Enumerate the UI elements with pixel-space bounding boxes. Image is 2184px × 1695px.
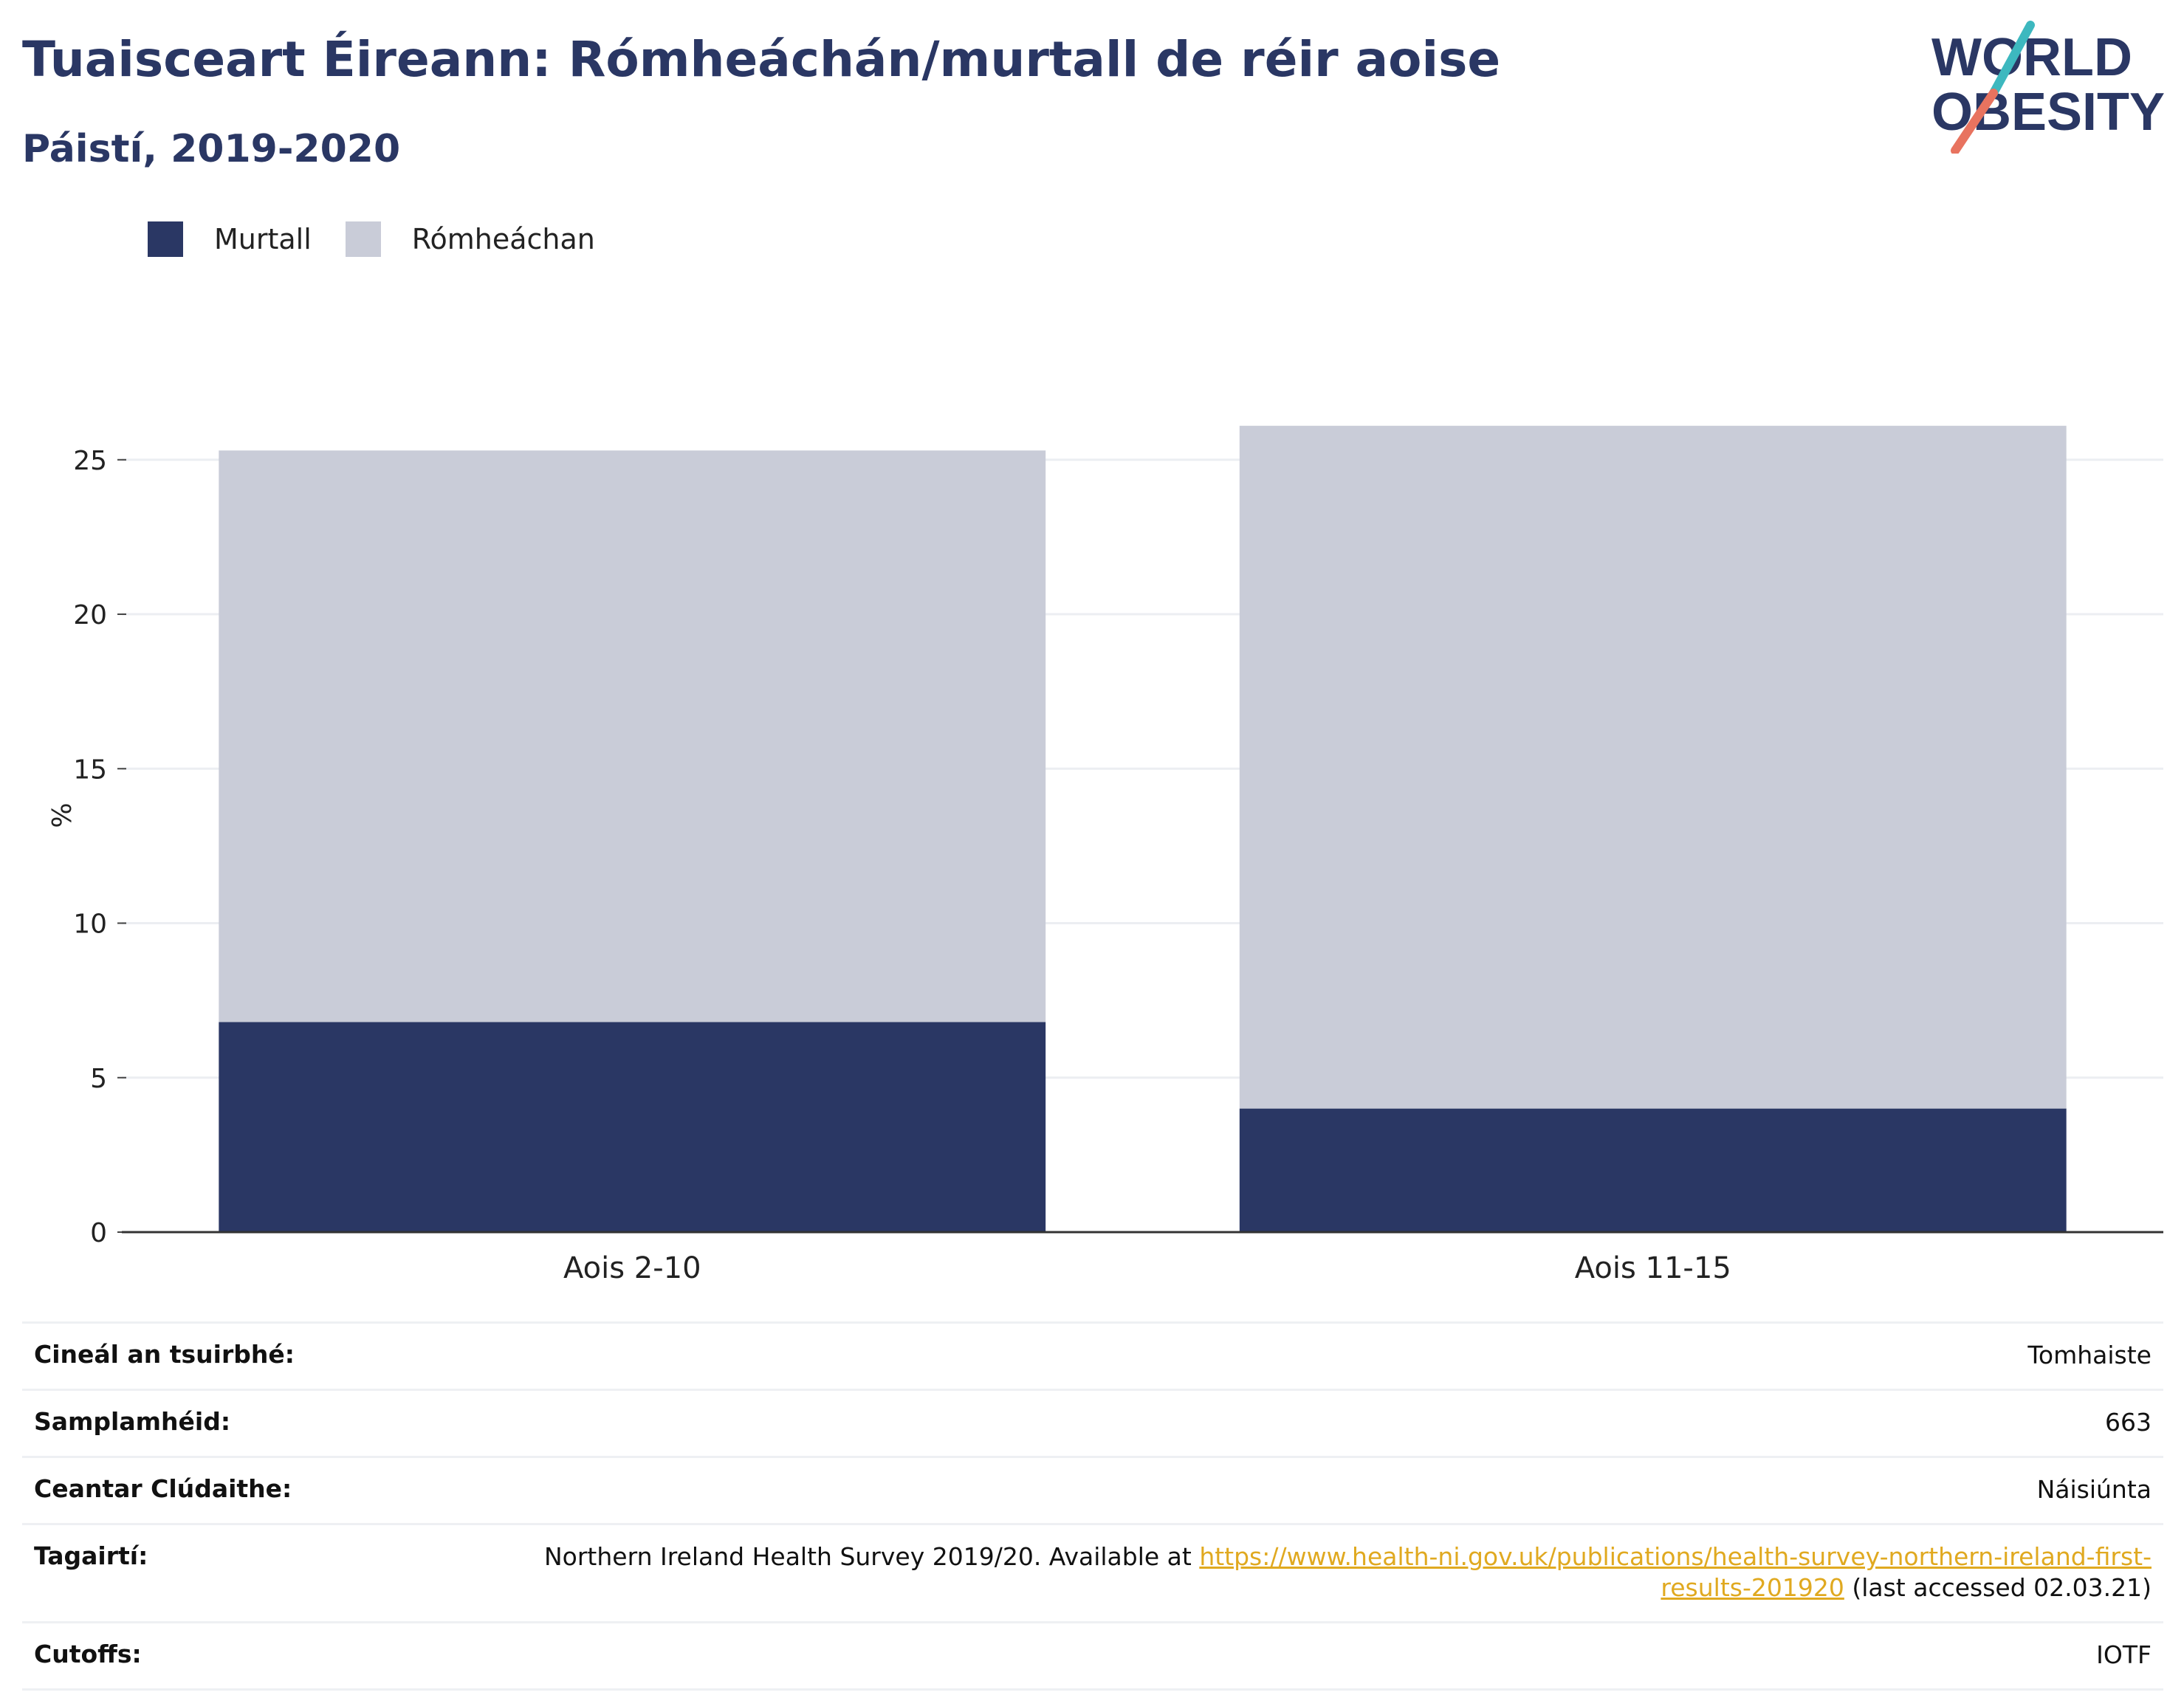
chart-title: Tuaisceart Éireann: Rómheáchán/murtall d… <box>22 31 1501 88</box>
info-value: 663 <box>2105 1408 2152 1437</box>
stacked-bar-chart: 0 5 10 15 20 25% Aois 2-10 Aois 11-15 <box>45 425 2163 1285</box>
legend: Murtall Rómheáchan <box>148 221 629 257</box>
info-label: Samplamhéid: <box>34 1407 231 1436</box>
bar-romheachan <box>1239 425 2067 1109</box>
info-row-cutoffs: Cutoffs: IOTF <box>22 1623 2163 1691</box>
y-tick-label: 25 <box>73 446 107 476</box>
info-value: Náisiúnta <box>2036 1475 2152 1504</box>
y-tick-label: 15 <box>73 754 107 785</box>
y-axis-label: % <box>45 802 75 828</box>
y-tick-label: 0 <box>90 1218 107 1248</box>
y-tick-label: 20 <box>73 600 107 630</box>
survey-info-table: Cineál an tsuirbhé: Tomhaiste Samplamhéi… <box>22 1321 2163 1691</box>
info-row-references: Tagairtí: Northern Ireland Health Survey… <box>22 1525 2163 1623</box>
info-label: Ceantar Clúdaithe: <box>34 1474 292 1503</box>
legend-swatch-murtall <box>148 221 183 257</box>
y-tick-label: 10 <box>73 910 107 940</box>
info-value: IOTF <box>2096 1640 2152 1669</box>
x-tick-label: Aois 2-10 <box>563 1251 701 1285</box>
world-obesity-logo: WORLD OBESITY <box>1931 21 2165 154</box>
x-tick-label: Aois 11-15 <box>1575 1251 1731 1285</box>
reference-link[interactable]: https://www.health-ni.gov.uk/publication… <box>1199 1542 2152 1602</box>
info-label: Tagairtí: <box>34 1541 148 1570</box>
reference-accessed: (last accessed 02.03.21) <box>1844 1573 2152 1602</box>
info-value: Northern Ireland Health Survey 2019/20. … <box>527 1541 2152 1603</box>
bar-romheachan <box>219 450 1046 1022</box>
info-row-area-covered: Ceantar Clúdaithe: Náisiúnta <box>22 1458 2163 1525</box>
legend-swatch-romheachan <box>345 221 381 257</box>
logo-coral-stroke <box>1951 89 1998 154</box>
bar-murtall <box>219 1022 1046 1232</box>
info-value: Tomhaiste <box>2027 1341 2152 1369</box>
info-label: Cineál an tsuirbhé: <box>34 1340 295 1369</box>
reference-text: Northern Ireland Health Survey 2019/20. … <box>543 1542 1200 1571</box>
y-tick-label: 5 <box>90 1064 107 1094</box>
legend-item-romheachan: Rómheáchan <box>345 221 595 257</box>
info-row-survey-type: Cineál an tsuirbhé: Tomhaiste <box>22 1324 2163 1391</box>
legend-label-murtall: Murtall <box>214 223 312 255</box>
info-row-sample-size: Samplamhéid: 663 <box>22 1391 2163 1458</box>
logo-line-1: WORLD <box>1931 28 2132 87</box>
logo-teal-stroke <box>1989 21 2035 97</box>
legend-item-murtall: Murtall <box>148 221 312 257</box>
info-label: Cutoffs: <box>34 1640 142 1668</box>
chart-subtitle: Páistí, 2019-2020 <box>22 127 401 171</box>
bar-murtall <box>1239 1108 2067 1232</box>
legend-label-romheachan: Rómheáchan <box>411 223 595 255</box>
